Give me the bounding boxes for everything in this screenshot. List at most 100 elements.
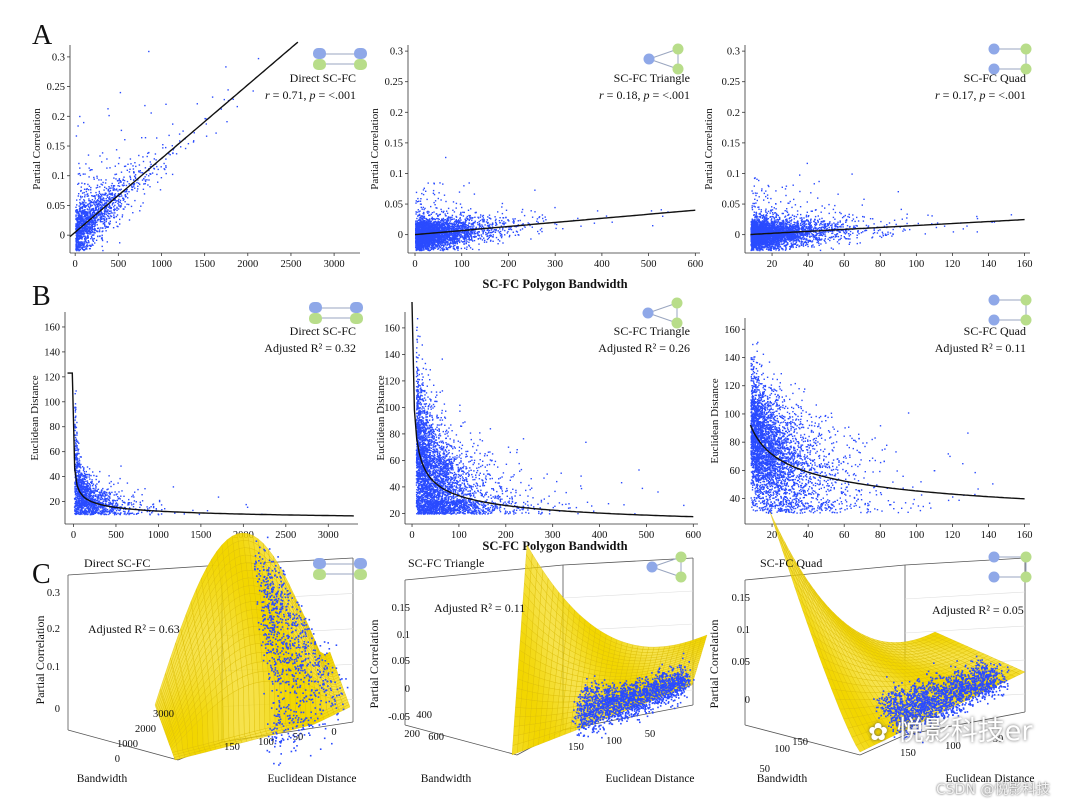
data-point [471, 231, 472, 232]
data-point [466, 246, 467, 247]
data-point [89, 223, 90, 224]
data-point [188, 143, 189, 144]
data-point [172, 145, 173, 146]
data-point [541, 228, 542, 229]
data-point [606, 215, 607, 216]
data-point [467, 218, 468, 219]
data-point [518, 220, 519, 221]
data-point [466, 239, 467, 240]
data-point [433, 241, 434, 242]
data-point [450, 243, 451, 244]
data-point [113, 177, 114, 178]
data-point [143, 178, 144, 179]
data-point [77, 214, 78, 215]
data-point [89, 226, 90, 227]
data-point [75, 207, 76, 208]
data-point [84, 194, 85, 195]
data-point [432, 245, 433, 246]
data-point [114, 174, 115, 175]
data-point [131, 206, 132, 207]
data-point [126, 191, 127, 192]
data-point [82, 242, 83, 243]
data-point [103, 219, 104, 220]
data-point [541, 231, 542, 232]
data-point [130, 179, 131, 180]
data-point [511, 229, 512, 230]
data-point [460, 214, 461, 215]
data-point [459, 191, 460, 192]
data-point [436, 228, 437, 229]
data-point [100, 216, 101, 217]
data-point [142, 172, 143, 173]
data-point [545, 216, 546, 217]
data-point [432, 212, 433, 213]
data-point [89, 213, 90, 214]
data-point [79, 223, 80, 224]
data-point [148, 152, 149, 153]
data-point [446, 245, 447, 246]
data-point [206, 123, 207, 124]
data-point [77, 249, 78, 250]
data-point [101, 205, 102, 206]
data-point [95, 202, 96, 203]
data-point [97, 199, 98, 200]
data-point [427, 247, 428, 248]
data-point [425, 247, 426, 248]
data-point [112, 212, 113, 213]
data-point [91, 169, 92, 170]
data-point [471, 226, 472, 227]
data-point [82, 202, 83, 203]
data-point [90, 189, 91, 190]
data-point [129, 169, 130, 170]
data-point [554, 223, 555, 224]
x-tick-label: 500 [641, 259, 657, 270]
data-point [463, 238, 464, 239]
data-point [434, 238, 435, 239]
data-point [102, 230, 103, 231]
data-point [96, 176, 97, 177]
data-point [456, 226, 457, 227]
data-point [468, 226, 469, 227]
data-point [103, 216, 104, 217]
data-point [531, 210, 532, 211]
data-point [445, 227, 446, 228]
data-point [484, 242, 485, 243]
data-point [469, 234, 470, 235]
data-point [474, 193, 475, 194]
y-tick-label: 0.25 [385, 77, 403, 88]
data-point [459, 242, 460, 243]
data-point [117, 190, 118, 191]
data-point [448, 208, 449, 209]
data-point [109, 208, 110, 209]
y-tick-label: 0.2 [390, 108, 403, 119]
data-point [493, 236, 494, 237]
data-point [484, 224, 485, 225]
data-point [117, 185, 118, 186]
data-point [424, 222, 425, 223]
data-point [123, 208, 124, 209]
data-point [95, 222, 96, 223]
data-point [135, 166, 136, 167]
data-point [77, 217, 78, 218]
data-point [92, 221, 93, 222]
data-point [468, 210, 469, 211]
data-point [78, 246, 79, 247]
data-point [460, 203, 461, 204]
data-point [97, 187, 98, 188]
data-point [81, 212, 82, 213]
data-point [92, 238, 93, 239]
data-point [487, 239, 488, 240]
data-point [446, 236, 447, 237]
data-point [504, 234, 505, 235]
data-point [105, 211, 106, 212]
data-point [80, 219, 81, 220]
data-point [521, 211, 522, 212]
data-point [75, 241, 76, 242]
data-point [94, 242, 95, 243]
data-point [85, 216, 86, 217]
data-point [79, 250, 80, 251]
data-point [442, 219, 443, 220]
data-point [99, 231, 100, 232]
data-point [446, 237, 447, 238]
data-point [103, 223, 104, 224]
